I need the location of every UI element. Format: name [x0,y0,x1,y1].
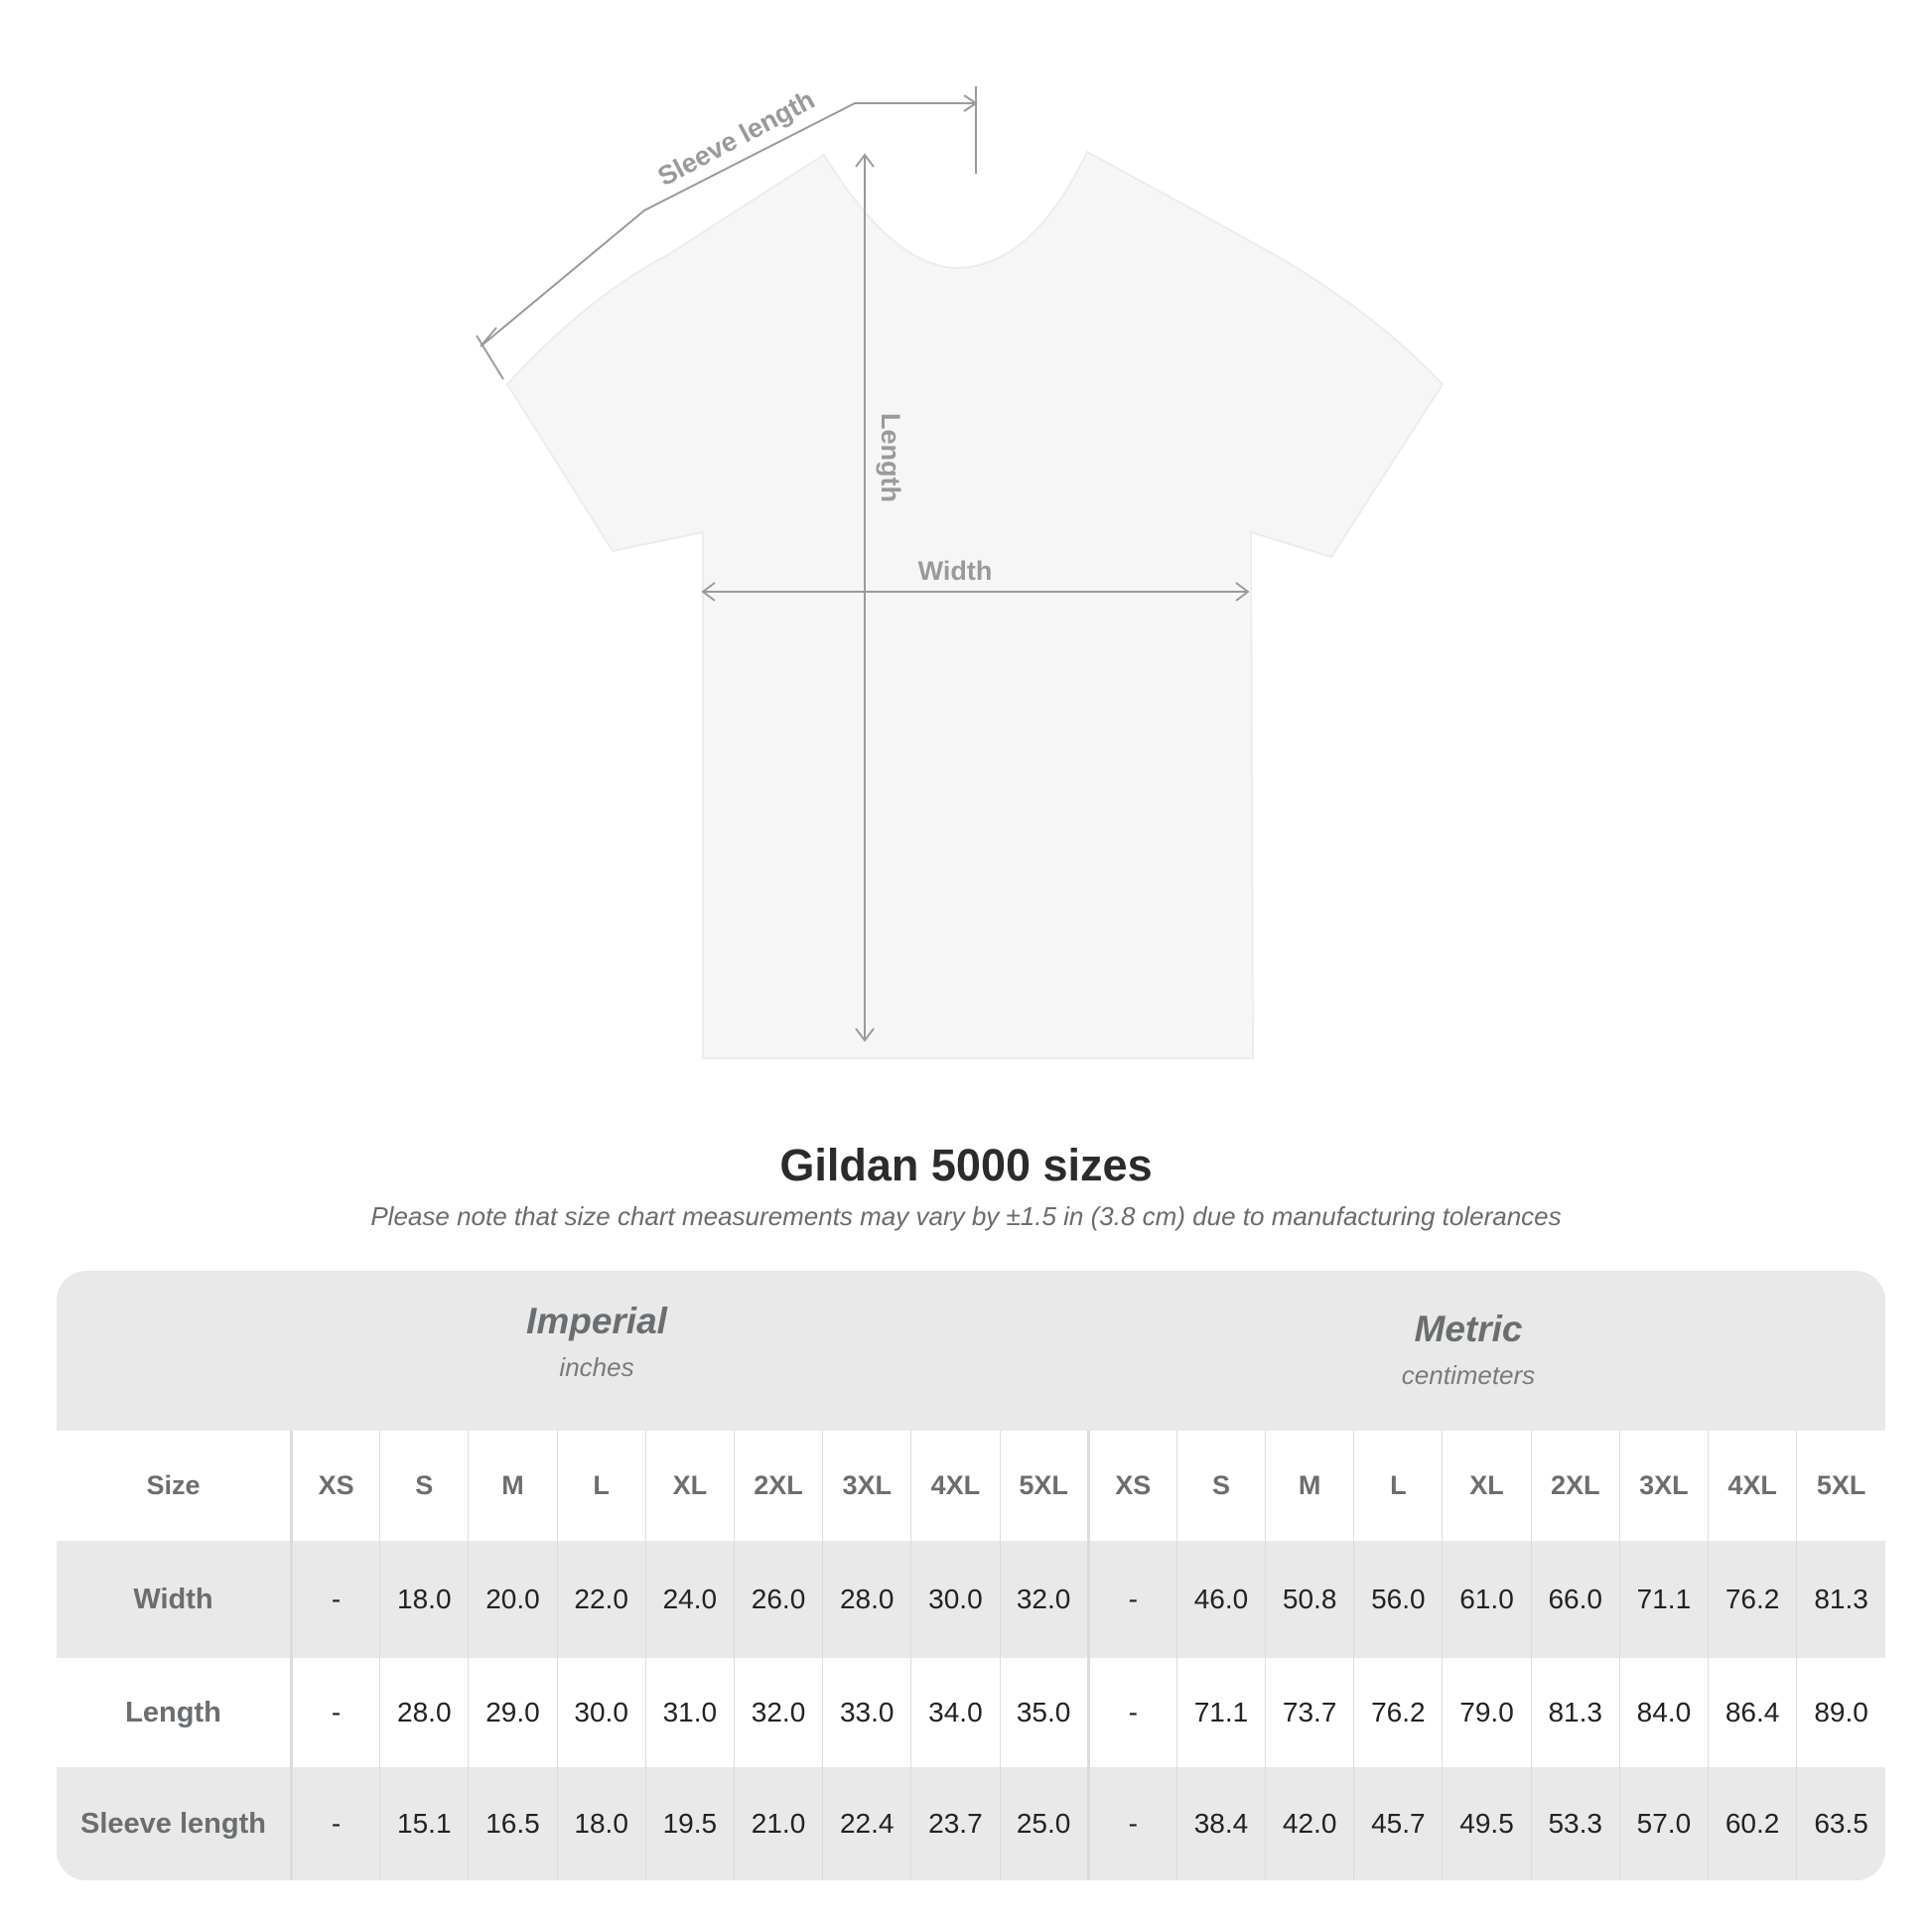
table-cell: 5XL [999,1431,1089,1541]
table-cell: 53.3 [1530,1767,1620,1880]
page-title: Gildan 5000 sizes [779,1140,1153,1190]
table-row: Length -28.0 29.0 30.0 31.0 32.0 33.0 34.0 35.0-… [57,1658,1885,1767]
table-cell: 18.0 [379,1541,469,1658]
table-cell: 34.0 [910,1658,1000,1767]
table-cell: 60.2 [1707,1767,1797,1880]
table-cell: 76.2 [1353,1658,1443,1767]
table-cell: S [1175,1431,1266,1541]
table-cell: 30.0 [556,1658,646,1767]
table-cell: 2XL [1530,1431,1620,1541]
table-cell: 4XL [1707,1431,1797,1541]
table-row: Size XS S M L XL 2XL 3XL 4XL 5XL XS S M L XL 2XL 3XL 4XL 5… [57,1431,1885,1541]
table-cell: 15.1 [379,1767,469,1880]
table-row: Width -18.0 20.0 22.0 24.0 26.0 28.0 30.0 32.0-4… [57,1541,1885,1658]
tshirt-diagram: Sleeve length Length Width [476,84,1445,1059]
table-cell: 23.7 [910,1767,1000,1880]
table-cell: 18.0 [556,1767,646,1880]
table-cell: 28.0 [379,1658,469,1767]
table-cell: L [556,1431,646,1541]
table-cell: S [379,1431,469,1541]
table-cell: 35.0 [999,1658,1089,1767]
table-cell: 63.5 [1796,1767,1885,1880]
measure-lines [476,86,1250,1042]
table-cell: 76.2 [1707,1541,1797,1658]
table-cell: 22.0 [556,1541,646,1658]
table-cell: 42.0 [1265,1767,1354,1880]
table-cell: - [1086,1658,1177,1767]
table-row: Sleeve length -15.1 16.5 18.0 19.5 21.0 22.4 23… [57,1767,1885,1880]
row-label: Sleeve length [80,1807,266,1840]
table-cell: - [289,1658,380,1767]
table-cell: 73.7 [1265,1658,1354,1767]
table-cell: 81.3 [1796,1541,1885,1658]
table-cell: XL [644,1431,735,1541]
table-cell: 38.4 [1175,1767,1266,1880]
row-label: Width [133,1583,213,1615]
table-cell: 49.5 [1442,1767,1532,1880]
table-cell: 28.0 [822,1541,911,1658]
table-cell: 19.5 [644,1767,735,1880]
table-cell: 3XL [822,1431,911,1541]
table-cell: 46.0 [1175,1541,1266,1658]
table-cell: 79.0 [1442,1658,1532,1767]
table-cell: 81.3 [1530,1658,1620,1767]
table-cell: 21.0 [733,1767,823,1880]
metric-unit: centimeters [1401,1360,1536,1390]
table-cell: - [1086,1541,1177,1658]
table-cell: 4XL [910,1431,1000,1541]
table-cell: XS [289,1431,380,1541]
width-label: Width [918,556,993,586]
table-cell: L [1353,1431,1443,1541]
table-cell: M [1265,1431,1354,1541]
table-cell: 71.1 [1618,1541,1709,1658]
table-cell: 5XL [1796,1431,1885,1541]
table-cell: - [1086,1767,1177,1880]
table-cell: 66.0 [1530,1541,1620,1658]
size-table: Size XS S M L XL 2XL 3XL 4XL 5XL XS S M L XL 2XL 3XL 4XL 5… [57,1431,1885,1880]
table-cell: 56.0 [1353,1541,1443,1658]
table-cell: 22.4 [822,1767,911,1880]
table-cell: 29.0 [468,1658,558,1767]
table-cell: 71.1 [1175,1658,1266,1767]
table-cell: 24.0 [644,1541,735,1658]
tolerance-note: Please note that size chart measurements… [370,1201,1562,1231]
table-cell: 20.0 [468,1541,558,1658]
tshirt-shape [505,150,1445,1059]
table-cell: 61.0 [1442,1541,1532,1658]
table-cell: 3XL [1618,1431,1709,1541]
table-cell: 25.0 [999,1767,1089,1880]
table-cell: XL [1442,1431,1532,1541]
table-cell: 50.8 [1265,1541,1354,1658]
imperial-title: Imperial [526,1301,667,1341]
table-cell: 57.0 [1618,1767,1709,1880]
imperial-header: Imperial inches [249,1301,944,1383]
table-cell: 32.0 [733,1658,823,1767]
table-cell: 33.0 [822,1658,911,1767]
table-cell: M [468,1431,558,1541]
sleeve-length-line [480,102,976,347]
imperial-unit: inches [559,1352,634,1382]
table-cell: 30.0 [910,1541,1000,1658]
table-cell: 2XL [733,1431,823,1541]
metric-header: Metric centimeters [1121,1309,1816,1391]
table-cell: 45.7 [1353,1767,1443,1880]
row-label: Length [125,1696,221,1728]
row-label: Size [146,1470,201,1500]
table-cell: - [289,1767,380,1880]
table-cell: 84.0 [1618,1658,1709,1767]
table-cell: - [289,1541,380,1658]
table-cell: 31.0 [644,1658,735,1767]
metric-title: Metric [1414,1309,1523,1349]
table-cell: 86.4 [1707,1658,1797,1767]
table-cell: XS [1086,1431,1177,1541]
table-cell: 32.0 [999,1541,1089,1658]
table-cell: 89.0 [1796,1658,1885,1767]
table-cell: 16.5 [468,1767,558,1880]
length-label: Length [876,413,905,502]
table-cell: 26.0 [733,1541,823,1658]
size-table-panel: Imperial inches Metric centimeters Size X… [57,1271,1885,1880]
